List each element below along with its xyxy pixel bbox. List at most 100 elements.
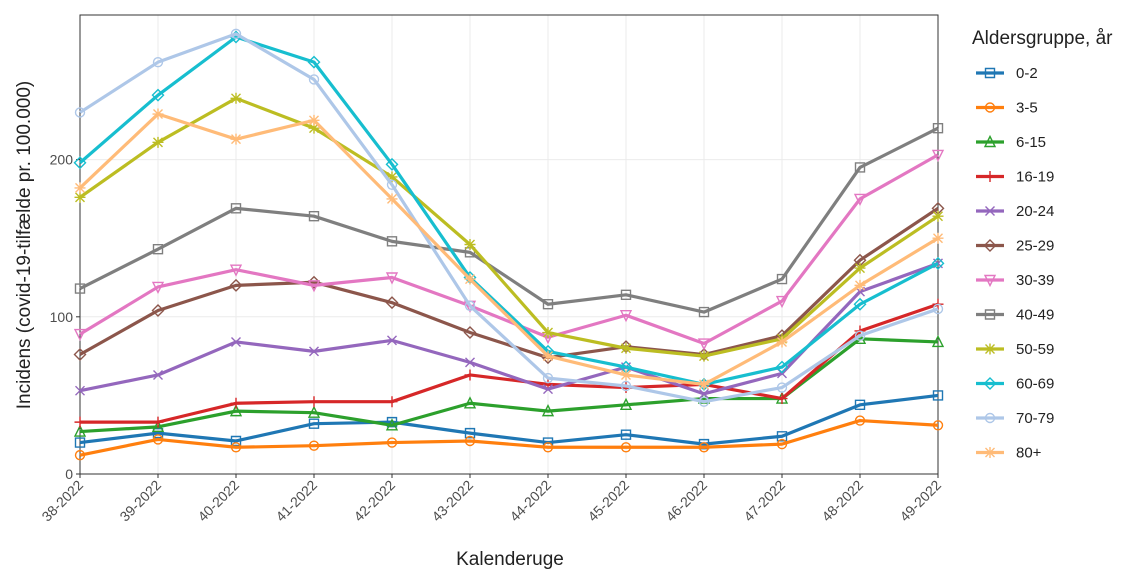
data-point xyxy=(73,348,87,362)
data-point xyxy=(464,435,476,447)
data-point xyxy=(854,415,866,426)
series-line xyxy=(79,126,939,314)
data-point xyxy=(309,346,319,357)
data-point xyxy=(698,396,710,407)
series-line xyxy=(78,112,939,387)
series-line xyxy=(78,35,939,387)
data-point xyxy=(308,211,320,222)
data-point xyxy=(776,382,788,393)
data-point xyxy=(231,336,241,347)
y-axis-title: Incidens (covid-19-tilfælde pr. 100.000) xyxy=(14,81,35,409)
data-point xyxy=(932,210,944,222)
data-point xyxy=(542,299,554,310)
data-point xyxy=(775,360,789,374)
legend-label: 70-79 xyxy=(1016,410,1054,427)
legend-key-marker xyxy=(984,447,996,458)
data-point xyxy=(152,108,164,120)
data-point xyxy=(932,232,944,244)
data-point xyxy=(775,295,789,309)
data-point xyxy=(931,149,945,162)
data-point xyxy=(464,300,476,312)
data-point xyxy=(74,191,86,203)
data-point xyxy=(151,88,165,102)
data-point xyxy=(307,55,321,69)
legend-label: 30-39 xyxy=(1016,272,1054,289)
legend-label: 80+ xyxy=(1016,445,1042,462)
data-point xyxy=(308,418,320,429)
data-point xyxy=(932,390,944,401)
legend-key-marker xyxy=(984,67,996,79)
series-line xyxy=(79,418,939,457)
data-point xyxy=(698,306,710,318)
data-point xyxy=(74,449,86,461)
data-point xyxy=(854,162,866,173)
data-point xyxy=(74,107,86,118)
data-point xyxy=(386,437,398,448)
data-point xyxy=(464,273,476,285)
data-point xyxy=(74,283,86,294)
data-point xyxy=(151,419,165,433)
data-point xyxy=(308,122,320,134)
data-point xyxy=(620,442,632,453)
data-point xyxy=(75,385,85,396)
data-point xyxy=(386,193,398,205)
data-point xyxy=(776,336,788,348)
data-point xyxy=(386,179,398,190)
data-point xyxy=(854,279,866,291)
data-point xyxy=(386,236,398,247)
data-point xyxy=(853,193,867,206)
data-point xyxy=(542,442,554,453)
data-point xyxy=(73,424,87,437)
data-point xyxy=(152,136,164,148)
data-point xyxy=(229,264,243,277)
legend-key-marker xyxy=(985,206,995,216)
legend-key-marker xyxy=(983,239,997,252)
data-point xyxy=(74,182,86,194)
data-point xyxy=(387,335,397,346)
data-point xyxy=(464,369,476,381)
legend-label: 25-29 xyxy=(1016,238,1054,255)
data-point xyxy=(931,334,945,348)
data-point xyxy=(698,442,710,453)
data-point xyxy=(619,397,633,411)
legend-key-marker xyxy=(984,343,996,355)
series-line xyxy=(79,207,939,360)
data-point xyxy=(230,92,242,104)
data-point xyxy=(931,256,945,270)
data-point xyxy=(620,342,632,354)
data-point xyxy=(619,310,633,323)
y-tick-label: 200 xyxy=(50,152,74,168)
data-point xyxy=(542,350,554,362)
plot-border xyxy=(79,14,939,475)
data-point xyxy=(307,280,321,293)
data-point xyxy=(386,171,398,183)
data-point xyxy=(73,156,87,170)
legend-key-marker xyxy=(984,412,996,424)
series-line xyxy=(79,153,939,346)
data-point xyxy=(385,272,399,285)
legend-key-marker xyxy=(983,274,997,288)
data-point xyxy=(385,296,399,310)
data-point xyxy=(465,357,475,368)
data-point xyxy=(385,157,399,171)
data-point xyxy=(385,418,399,431)
data-point xyxy=(229,404,243,417)
legend-key-marker xyxy=(983,377,997,390)
legend-label: 16-19 xyxy=(1016,169,1054,186)
data-point xyxy=(230,397,242,409)
data-point xyxy=(153,369,163,380)
legend-label: 20-24 xyxy=(1016,203,1054,220)
data-point xyxy=(151,281,165,295)
data-point xyxy=(854,262,866,274)
legend-title: Aldersgruppe, år xyxy=(972,28,1113,49)
data-point xyxy=(620,289,632,301)
data-point xyxy=(230,133,242,145)
data-point xyxy=(152,416,164,428)
data-point xyxy=(776,273,788,285)
data-point xyxy=(307,405,321,418)
data-point xyxy=(854,399,866,411)
data-point xyxy=(543,384,553,395)
data-point xyxy=(308,440,320,451)
x-axis-title: Kalenderuge xyxy=(456,549,564,570)
data-point xyxy=(463,326,477,340)
